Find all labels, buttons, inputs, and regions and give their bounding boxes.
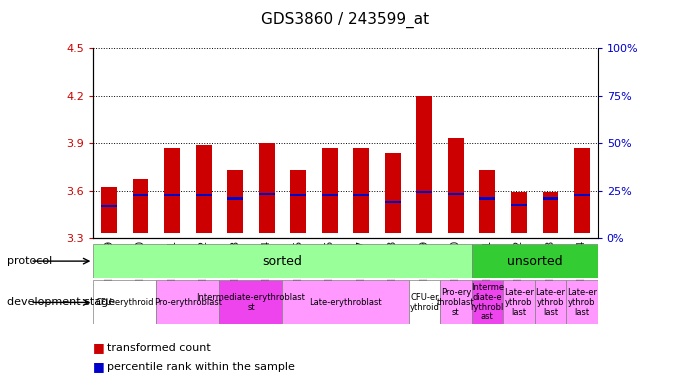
- Bar: [353, 194, 369, 196]
- Text: Late-er
ythrob
last: Late-er ythrob last: [536, 288, 565, 316]
- Bar: [503, 280, 535, 324]
- Text: Late-er
ythrob
last: Late-er ythrob last: [567, 288, 597, 316]
- Bar: [408, 280, 440, 324]
- Text: development stage: development stage: [7, 297, 115, 308]
- Text: protocol: protocol: [7, 256, 52, 266]
- Bar: [480, 170, 495, 233]
- Text: Late-erythroblast: Late-erythroblast: [309, 298, 382, 307]
- Bar: [164, 194, 180, 196]
- Bar: [542, 192, 558, 233]
- Bar: [353, 148, 369, 233]
- Text: CFU-er
ythroid: CFU-er ythroid: [409, 293, 439, 312]
- Text: ■: ■: [93, 341, 105, 354]
- Bar: [385, 200, 401, 203]
- Bar: [566, 280, 598, 324]
- Bar: [93, 244, 471, 278]
- Bar: [259, 143, 274, 233]
- Text: Late-er
ythrob
last: Late-er ythrob last: [504, 288, 534, 316]
- Text: GDS3860 / 243599_at: GDS3860 / 243599_at: [261, 12, 430, 28]
- Bar: [101, 205, 117, 207]
- Bar: [322, 148, 338, 233]
- Bar: [480, 197, 495, 200]
- Text: sorted: sorted: [263, 255, 303, 268]
- Bar: [133, 194, 149, 196]
- Text: percentile rank within the sample: percentile rank within the sample: [107, 362, 295, 372]
- Bar: [259, 193, 274, 195]
- Bar: [471, 280, 503, 324]
- Text: Intermediate-erythroblast
st: Intermediate-erythroblast st: [196, 293, 305, 312]
- Bar: [542, 197, 558, 200]
- Text: Pro-ery
throblast
st: Pro-ery throblast st: [437, 288, 475, 316]
- Bar: [322, 194, 338, 196]
- Bar: [511, 192, 527, 233]
- Text: unsorted: unsorted: [507, 255, 562, 268]
- Bar: [93, 280, 156, 324]
- Bar: [220, 280, 283, 324]
- Bar: [101, 187, 117, 233]
- Bar: [417, 191, 432, 193]
- Bar: [290, 194, 306, 196]
- Bar: [574, 148, 590, 233]
- Text: transformed count: transformed count: [107, 343, 211, 353]
- Bar: [574, 194, 590, 196]
- Bar: [133, 179, 149, 233]
- Bar: [156, 280, 220, 324]
- Bar: [417, 96, 432, 233]
- Text: Interme
diate-e
rythrobl
ast: Interme diate-e rythrobl ast: [471, 283, 504, 321]
- Text: ■: ■: [93, 360, 105, 373]
- Bar: [164, 148, 180, 233]
- Bar: [196, 145, 211, 233]
- Bar: [471, 244, 598, 278]
- Bar: [448, 138, 464, 233]
- Bar: [290, 170, 306, 233]
- Bar: [448, 193, 464, 195]
- Bar: [196, 194, 211, 196]
- Bar: [227, 197, 243, 200]
- Bar: [511, 204, 527, 206]
- Bar: [283, 280, 408, 324]
- Text: CFU-erythroid: CFU-erythroid: [95, 298, 154, 307]
- Bar: [535, 280, 566, 324]
- Text: Pro-erythroblast: Pro-erythroblast: [154, 298, 222, 307]
- Bar: [227, 170, 243, 233]
- Bar: [385, 152, 401, 233]
- Bar: [440, 280, 472, 324]
